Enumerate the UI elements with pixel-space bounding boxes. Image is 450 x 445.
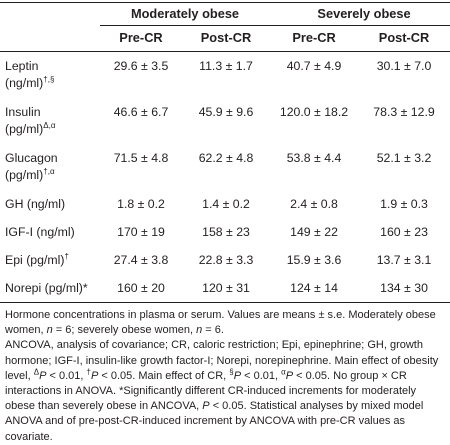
table-footnotes: Hormone concentrations in plasma or seru… [0,303,450,445]
footnote-text: < 0.05. Main effect of CR, [98,369,230,382]
table-row-glucagon: Glucagon (pg/ml)†,α 71.5 ± 4.8 62.2 ± 4.… [0,144,450,190]
subheader-pre-cr-severe: Pre-CR [270,25,359,52]
table-cell: 1.9 ± 0.3 [380,197,428,211]
row-footnote-marks: * [82,281,88,295]
row-label-epi: Epi (pg/ml)† [0,246,100,274]
footnote-p: P [202,400,210,413]
hormone-table: Moderately obese Severely obese Pre-CR P… [0,2,450,303]
subheader-post-cr-moderate: Post-CR [182,25,271,52]
footnote-text: < 0.01, [46,369,87,382]
row-footnote-marks: †,§ [43,74,55,84]
corner-cell-sub [0,25,100,52]
table-cell: 52.1 ± 3.2 [376,151,432,165]
row-name: Glucagon [5,151,58,165]
table-row-gh: GH (ng/ml) 1.8 ± 0.2 1.4 ± 0.2 2.4 ± 0.8… [0,190,450,218]
row-label-norepi: Norepi (pg/ml)* [0,274,100,303]
table-cell: 62.2 ± 4.8 [198,151,254,165]
footnote-values: Hormone concentrations in plasma or seru… [5,308,444,338]
table-cell: 11.3 ± 1.7 [199,59,253,73]
row-footnote-marks: †,α [43,166,55,176]
row-unit: (pg/ml) [5,122,44,136]
group-header-severely-obese: Severely obese [270,2,450,26]
footnote-text: < 0.01, [241,369,282,382]
footnote-mark: † [86,367,91,377]
table-cell: 124 ± 14 [270,274,359,303]
table-cell: 15.9 ± 3.6 [286,253,342,267]
table-cell: 120.0 ± 18.2 [279,105,349,119]
table-cell: 46.6 ± 6.7 [113,105,169,119]
table-cell: 160 ± 23 [380,225,428,239]
corner-cell [0,2,100,26]
row-unit: (ng/ml) [5,76,44,90]
table-row-leptin: Leptin (ng/ml)†,§ 29.6 ± 3.5 11.3 ± 1.7 … [0,52,450,99]
group-header-moderately-obese: Moderately obese [100,2,271,26]
footnote-text: = 6. [202,324,224,337]
table-cell: 71.5 ± 4.8 [113,151,169,165]
table-cell: 22.8 ± 3.3 [198,253,254,267]
table-cell: 30.1 ± 7.0 [376,59,432,73]
table-cell: 13.7 ± 3.1 [376,253,432,267]
table-cell: 134 ± 30 [358,274,450,303]
row-footnote-marks: † [64,251,69,261]
table-cell: 27.4 ± 3.8 [113,253,169,267]
row-label-igf-i: IGF-I (ng/ml) [5,225,75,239]
table-cell: 29.6 ± 3.5 [113,59,169,73]
table-cell: 160 ± 20 [100,274,182,303]
table-cell: 40.7 ± 4.9 [286,59,342,73]
subheader-row: Pre-CR Post-CR Pre-CR Post-CR [0,25,450,52]
row-name: Insulin [5,105,41,119]
row-label-insulin: Insulin (pg/ml)Δ,α [0,98,100,144]
row-name: Epi (pg/ml) [5,253,65,267]
footnote-text: = 6; severely obese women, [52,324,197,337]
table-row-igf-i: IGF-I (ng/ml) 170 ± 19 158 ± 23 149 ± 22… [0,218,450,246]
footnote-mark: α [281,367,286,377]
footnote-mark: § [229,367,234,377]
footnote-mark: Δ [33,367,40,377]
table-row-norepi: Norepi (pg/ml)* 160 ± 20 120 ± 31 124 ± … [0,274,450,303]
table-cell: 149 ± 22 [290,225,338,239]
subheader-pre-cr-moderate: Pre-CR [100,25,182,52]
row-label-gh: GH (ng/ml) [5,197,66,211]
footnote-p: P [39,369,47,382]
row-unit: (pg/ml) [5,168,44,182]
footnote-p: P [285,369,294,382]
footnote-p: P [90,369,99,382]
footnote-text: < 0.05. No group × CR interactions in AN… [5,369,417,413]
subheader-post-cr-severe: Post-CR [358,25,450,52]
footnote-abbreviations: ANCOVA, analysis of covariance; CR, calo… [5,338,444,444]
row-footnote-marks: Δ,α [43,120,56,130]
footnote-text: Hormone concentrations in plasma or seru… [5,309,436,337]
row-name: Leptin [5,59,39,73]
row-name: Norepi (pg/ml) [5,281,83,295]
table-cell: 1.4 ± 0.2 [202,197,250,211]
table-cell: 45.9 ± 9.6 [198,105,254,119]
table-cell: 170 ± 19 [117,225,165,239]
table-row-epi: Epi (pg/ml)† 27.4 ± 3.8 22.8 ± 3.3 15.9 … [0,246,450,274]
table-cell: 78.3 ± 12.9 [373,105,435,119]
table-cell: 120 ± 31 [182,274,271,303]
table-row-insulin: Insulin (pg/ml)Δ,α 46.6 ± 6.7 45.9 ± 9.6… [0,98,450,144]
footnote-p: P [233,369,242,382]
table-cell: 158 ± 23 [202,225,250,239]
row-label-leptin: Leptin (ng/ml)†,§ [0,52,100,99]
row-label-glucagon: Glucagon (pg/ml)†,α [0,144,100,190]
table-cell: 1.8 ± 0.2 [117,197,165,211]
group-header-row: Moderately obese Severely obese [0,2,450,26]
footnote-text: ANCOVA, analysis of covariance; CR, calo… [5,339,439,382]
footnote-n: n [196,324,203,337]
table-cell: 2.4 ± 0.8 [290,197,338,211]
table-cell: 53.8 ± 4.4 [286,151,342,165]
footnote-n: n [46,324,53,337]
